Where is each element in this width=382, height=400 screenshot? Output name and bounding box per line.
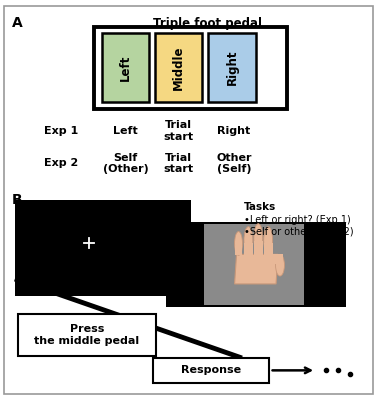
Text: Tasks: Tasks	[244, 202, 276, 212]
Bar	[166, 222, 346, 307]
Bar	[155, 33, 202, 102]
Bar	[153, 358, 269, 383]
Text: A: A	[12, 16, 23, 30]
Text: Left: Left	[119, 54, 132, 81]
Text: Trial
start: Trial start	[164, 120, 194, 142]
Text: B: B	[12, 193, 23, 207]
Bar	[204, 224, 304, 305]
Text: Response: Response	[181, 365, 241, 375]
Text: Trial
start: Trial start	[164, 153, 194, 174]
Ellipse shape	[235, 232, 243, 255]
Ellipse shape	[275, 254, 285, 276]
Text: Exp 1: Exp 1	[44, 126, 79, 136]
Polygon shape	[235, 254, 278, 284]
Text: Self
(Other): Self (Other)	[102, 153, 148, 174]
Bar	[15, 200, 191, 296]
Text: Right: Right	[217, 126, 251, 136]
Ellipse shape	[264, 227, 273, 254]
Bar	[18, 314, 156, 356]
Bar	[94, 27, 287, 109]
Bar	[102, 33, 149, 102]
Text: Left: Left	[113, 126, 138, 136]
Text: Other
(Self): Other (Self)	[216, 153, 252, 174]
Bar	[244, 243, 253, 255]
Text: Right: Right	[226, 50, 239, 86]
Text: Press
the middle pedal: Press the middle pedal	[34, 324, 139, 346]
Bar	[254, 242, 263, 255]
Text: •Self or other? (Exp 2): •Self or other? (Exp 2)	[244, 227, 354, 237]
Bar	[235, 246, 243, 255]
Ellipse shape	[254, 224, 263, 253]
Ellipse shape	[244, 227, 253, 254]
Text: Triple foot pedal: Triple foot pedal	[153, 17, 262, 30]
Text: Middle: Middle	[172, 46, 185, 90]
Text: Exp 2: Exp 2	[44, 158, 79, 168]
Bar	[271, 254, 283, 264]
Bar	[209, 33, 256, 102]
Bar	[264, 243, 273, 255]
Text: •Left or right? (Exp 1): •Left or right? (Exp 1)	[244, 215, 351, 225]
